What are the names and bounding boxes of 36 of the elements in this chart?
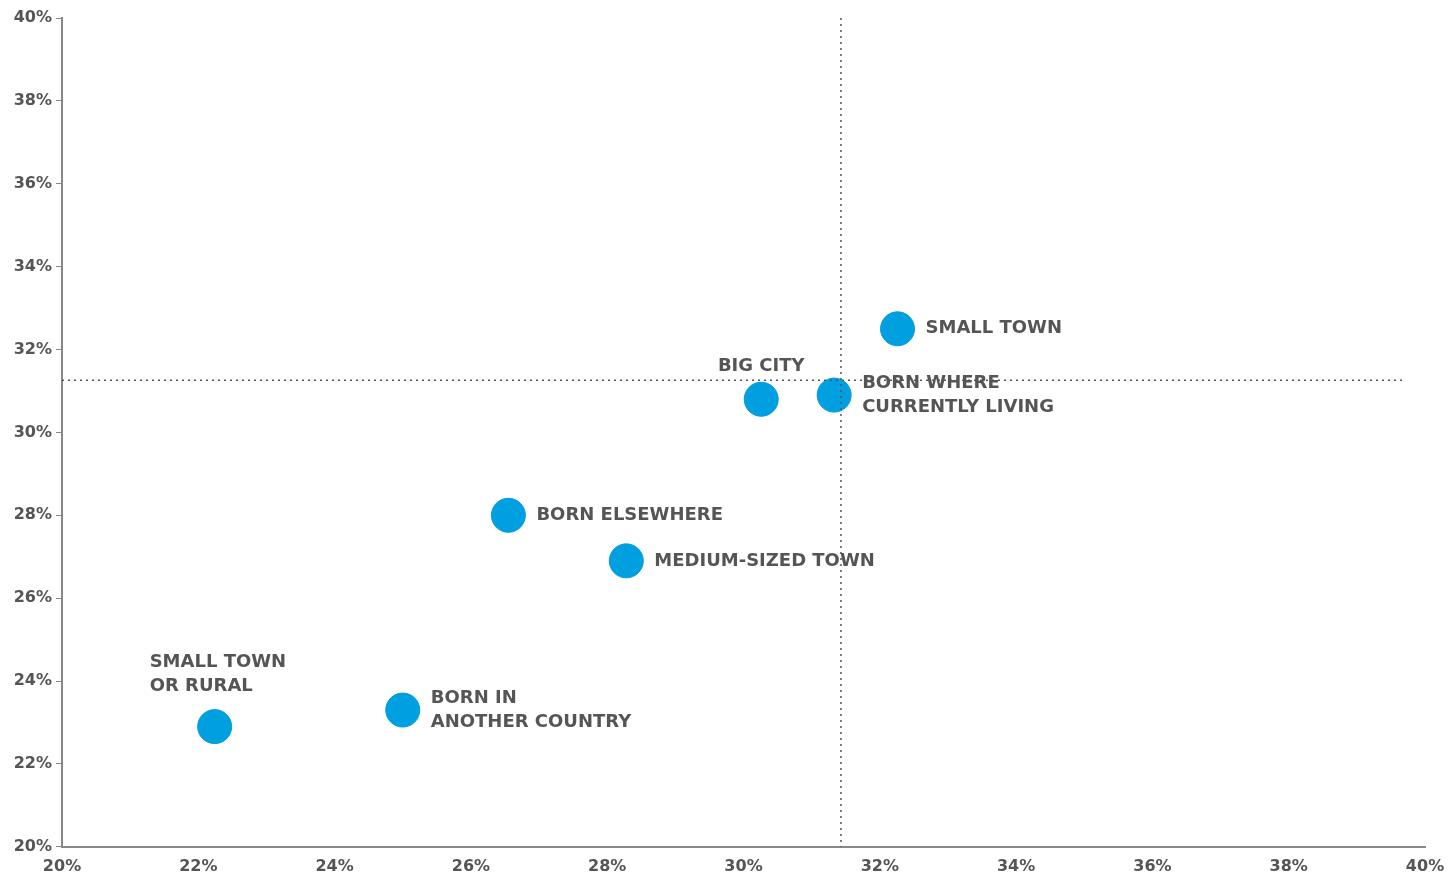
y-tick-label: 24% [13,670,52,690]
point [490,497,526,533]
y-tick-label: 26% [13,587,52,607]
x-tick-label: 38% [1269,855,1308,875]
y-tick-label: 40% [13,7,52,27]
y-tick-label: 38% [13,90,52,110]
y-tick-label: 20% [13,835,52,855]
y-tick-label: 22% [13,753,52,773]
x-tick-label: 34% [996,855,1036,875]
annotation: BORN WHERE CURRENTLY LIVING [862,370,1054,416]
x-tick-label: 32% [860,855,899,875]
y-tick-label: 36% [13,172,52,192]
y-tick-label: 30% [13,421,52,441]
x-tick-label: 26% [451,855,491,875]
y-tick-label: 28% [13,504,52,524]
annotation: BORN ELSEWHERE [536,502,723,524]
annotation: BORN IN ANOTHER COUNTRY [430,685,633,731]
annotation: BIG CITY [717,353,806,375]
point [608,543,644,579]
y-tick-label: 34% [13,255,52,275]
x-tick-label: 22% [179,855,218,875]
y-tick-label: 32% [13,338,52,358]
point [385,692,421,728]
point [197,709,233,745]
point [880,311,916,347]
x-tick-label: 24% [315,855,354,875]
x-tick-label: 30% [724,855,763,875]
x-tick-label: 40% [1405,855,1445,875]
annotation: MEDIUM-SIZED TOWN [654,548,875,570]
point [743,381,779,417]
x-tick-label: 20% [42,855,82,875]
x-tick-label: 36% [1133,855,1172,875]
x-tick-label: 28% [588,855,627,875]
annotation: SMALL TOWN [925,316,1063,338]
annotation: SMALL TOWN OR RURAL [149,650,287,696]
point [816,377,852,413]
